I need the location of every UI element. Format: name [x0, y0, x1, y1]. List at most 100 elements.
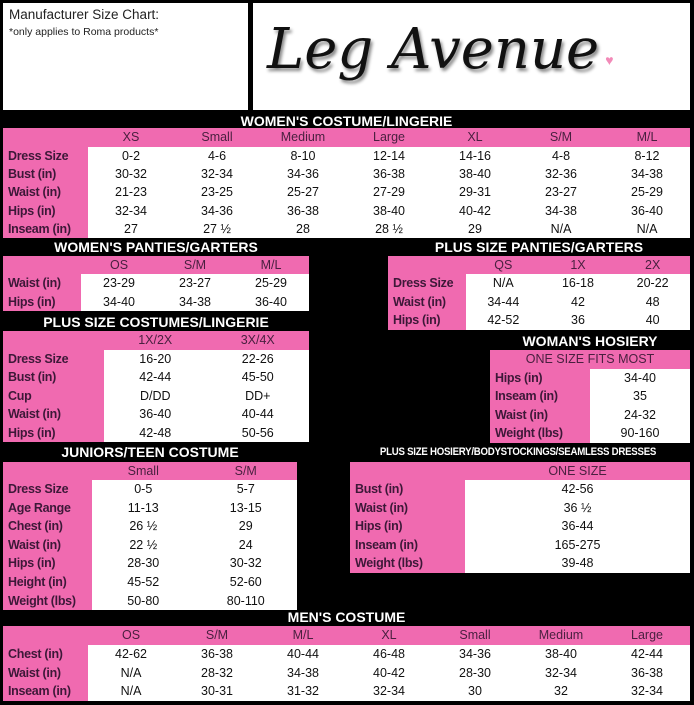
- plus-panties-title: PLUS SIZE PANTIES/GARTERS: [434, 239, 644, 255]
- juniors-table: Small S/M Dress Size 0-5 5-7 Age Range 11-13 13…: [3, 462, 297, 611]
- plus-costumes-cell: 40-44: [241, 407, 274, 422]
- plus-costumes-cell: 45-50: [241, 370, 274, 385]
- womens-costume-cell: 38-40: [459, 167, 491, 182]
- womens-panties-cell: 23-27: [179, 276, 211, 290]
- plus-panties-cell: 36: [571, 313, 585, 328]
- plus-panties-cell: 42-52: [487, 313, 520, 328]
- manufacturer-info-box: Manufacturer Size Chart: *only applies t…: [3, 3, 248, 110]
- womens-panties-cell: 23-29: [103, 276, 135, 290]
- plus-costumes-cell: 16-20: [139, 352, 172, 366]
- womens-costume-cell: 12-14: [373, 149, 405, 163]
- womens-costume-cell: 36-38: [287, 203, 319, 218]
- womens-panties-label-band: [3, 256, 81, 311]
- womens-costume-cell: 23-27: [545, 185, 577, 200]
- plus-costumes-cell: 36-40: [139, 407, 172, 422]
- womens-costume-column-header: XL: [467, 130, 483, 144]
- juniors-cell: 29: [238, 519, 253, 534]
- womens-costume-cell: 28 ½: [375, 221, 403, 236]
- womans-hosiery-title: WOMAN'S HOSIERY: [522, 333, 658, 349]
- womens-panties-title: WOMEN'S PANTIES/GARTERS: [54, 239, 258, 255]
- mens-row-label: Waist (in): [8, 665, 61, 680]
- womens-costume-column-header: Small: [201, 130, 233, 144]
- mens-cell: 38-40: [545, 647, 577, 661]
- plus-costumes-column-header: 3X/4X: [240, 333, 275, 347]
- juniors-cell: 22 ½: [129, 537, 158, 552]
- plus-hosiery-column-header: ONE SIZE: [548, 464, 607, 478]
- womens-costume-cell: 32-36: [545, 167, 577, 182]
- plus-costumes-row-label: Dress Size: [8, 352, 69, 366]
- plus-costumes-label-band: [3, 331, 104, 442]
- mens-label-band: [3, 626, 88, 701]
- womans-hosiery-row-label: Weight (lbs): [495, 426, 563, 441]
- plus-panties-cell: 42: [571, 294, 585, 309]
- womens-costume-column-header: XS: [122, 130, 140, 144]
- mens-cell: 34-38: [287, 665, 319, 680]
- mens-cell: 30: [468, 684, 482, 699]
- womens-costume-cell: 27-29: [373, 185, 405, 200]
- womens-costume-cell: 36-40: [631, 203, 663, 218]
- womans-hosiery-row-label: Hips (in): [495, 371, 543, 385]
- womens-panties-cell: 25-29: [255, 276, 287, 290]
- juniors-row-label: Height (in): [8, 575, 67, 589]
- womens-costume-cell: 14-16: [459, 149, 491, 163]
- womens-costume-column-header: Medium: [280, 130, 326, 144]
- plus-costumes-table: 1X/2X 3X/4X Dress Size 16-20 22-26 Bust (in) 4…: [3, 331, 309, 442]
- juniors-cell: 30-32: [229, 556, 262, 571]
- plus-hosiery-cell: 42-56: [561, 482, 594, 496]
- womens-costume-cell: 0-2: [121, 149, 141, 163]
- plus-hosiery-cell: 165-275: [554, 537, 601, 552]
- womens-costume-cell: 34-36: [201, 203, 233, 218]
- plus-panties-cell: N/A: [492, 276, 514, 290]
- womens-costume-cell: 27 ½: [203, 221, 231, 236]
- juniors-title: JUNIORS/TEEN COSTUME: [61, 444, 239, 460]
- plus-panties-row-label: Dress Size: [393, 276, 454, 290]
- heart-icon: ♥: [605, 51, 614, 68]
- juniors-cell: 50-80: [127, 593, 160, 608]
- womens-panties-column-header: M/L: [260, 258, 282, 272]
- juniors-cell: 26 ½: [129, 519, 158, 534]
- womens-costume-cell: 34-36: [287, 167, 319, 182]
- plus-hosiery-cell: 39-48: [561, 556, 594, 570]
- womens-costume-column-header: M/L: [636, 130, 658, 144]
- juniors-row-label: Hips (in): [8, 556, 56, 571]
- mens-table: OS S/M M/L XL Small Medium Large Chest (in) 42-6…: [3, 626, 690, 701]
- womans-hosiery-cell: 34-40: [624, 371, 656, 385]
- plus-hosiery-cell: 36-44: [561, 519, 594, 533]
- juniors-cell: 24: [238, 537, 253, 552]
- chart-note: *only applies to Roma products*: [9, 26, 159, 38]
- juniors-cell: 28-30: [127, 556, 160, 571]
- plus-costumes-cell: 50-56: [241, 425, 274, 440]
- plus-costumes-cell: 22-26: [241, 352, 274, 366]
- mens-cell: 32-34: [631, 684, 663, 699]
- plus-hosiery-row-label: Waist (in): [355, 500, 408, 515]
- womens-costume-cell: 27: [124, 221, 138, 236]
- womens-costume-cell: 36-38: [373, 167, 405, 182]
- womens-costume-row-label: Bust (in): [8, 167, 56, 182]
- mens-cell: 42-62: [115, 647, 147, 661]
- womens-costume-cell: 8-12: [634, 149, 660, 163]
- mens-column-header: Medium: [538, 628, 584, 642]
- juniors-cell: 11-13: [127, 500, 159, 515]
- juniors-row-label: Age Range: [8, 500, 71, 515]
- plus-hosiery-cell: 36 ½: [563, 500, 592, 515]
- womens-costume-cell: 8-10: [290, 149, 316, 163]
- mens-cell: 30-31: [201, 684, 233, 699]
- womens-costume-cell: 4-6: [207, 149, 227, 163]
- plus-panties-column-header: 2X: [645, 258, 661, 272]
- womens-costume-cell: 30-32: [115, 167, 147, 182]
- womens-costume-cell: 38-40: [373, 203, 405, 218]
- juniors-cell: 52-60: [229, 575, 262, 589]
- plus-panties-cell: 40: [645, 313, 660, 328]
- juniors-label-band: [3, 462, 92, 611]
- plus-costumes-cell: D/DD: [139, 388, 171, 403]
- womens-costume-cell: 28: [296, 221, 310, 236]
- womens-costume-cell: 32-34: [115, 203, 147, 218]
- plus-costumes-row-label: Hips (in): [8, 425, 56, 440]
- womens-panties-cell: 34-38: [179, 294, 211, 309]
- womens-costume-cell: 29-31: [459, 185, 491, 200]
- mens-cell: 36-38: [631, 665, 663, 680]
- juniors-row-label: Dress Size: [8, 482, 69, 496]
- womens-panties-table: OS S/M M/L Waist (in) 23-29 23-27 25-29 Hips (i…: [3, 256, 309, 311]
- juniors-cell: 0-5: [134, 482, 153, 496]
- mens-column-header: XL: [381, 628, 397, 642]
